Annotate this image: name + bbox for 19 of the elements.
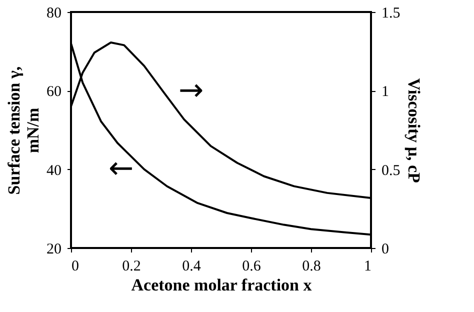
y2-axis-title: Viscosity μ, cP (404, 78, 424, 183)
y2-tick-label: 0 (382, 242, 389, 258)
x-tick-label: 0.2 (122, 258, 141, 274)
y-tick-label: 60 (46, 84, 62, 100)
x-tick-label: 0.8 (302, 258, 321, 274)
y2-tick-label: 0.5 (382, 162, 400, 179)
x-tick-label: 0.4 (182, 258, 202, 274)
x-tick-label: 1 (364, 258, 372, 274)
x-axis-title: Acetone molar fraction x (131, 276, 312, 294)
annotation: → (178, 73, 204, 108)
annotation: ← (108, 151, 134, 186)
y2-tick-label: 1 (382, 84, 389, 100)
y-axis-title: Surface tension γ, mN/m (4, 66, 42, 195)
x-tick-label: 0.6 (242, 258, 262, 274)
y-tick-label: 40 (46, 162, 62, 179)
y-tick-label: 80 (46, 6, 62, 22)
y2-tick-label: 1.5 (382, 6, 400, 22)
x-tick-label: 0 (72, 258, 79, 274)
y-tick-label: 20 (46, 242, 62, 258)
